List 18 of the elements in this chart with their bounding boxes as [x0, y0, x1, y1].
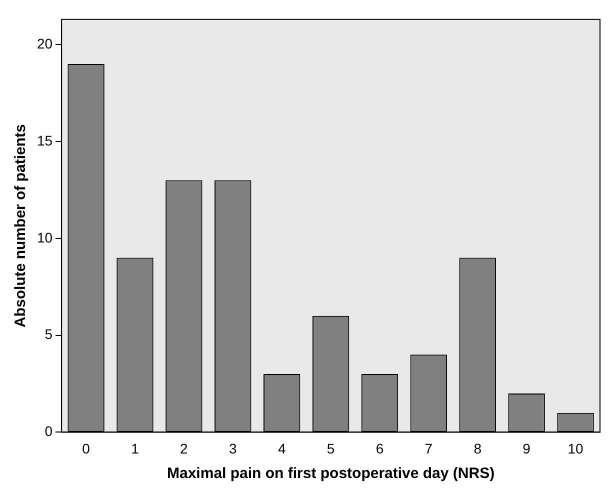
y-tick-label: 15: [36, 132, 53, 148]
y-tick-label: 0: [44, 423, 53, 440]
x-tick-label: 8: [474, 440, 482, 456]
x-tick-label: 7: [424, 440, 433, 456]
y-tick-label: 10: [36, 229, 53, 246]
y-tick-label: 20: [36, 35, 53, 52]
x-tick-label: 3: [228, 440, 237, 456]
x-tick-label: 6: [376, 440, 384, 456]
y-axis-title: Absolute number of patients: [12, 124, 30, 328]
x-tick-label: 10: [568, 440, 584, 456]
x-tick-label: 9: [522, 440, 531, 456]
x-tick-label: 0: [82, 440, 90, 456]
x-tick-label: 4: [278, 440, 286, 456]
x-tick-label: 2: [180, 440, 188, 456]
x-tick-label: 1: [131, 440, 140, 456]
x-tick-label: 5: [326, 440, 335, 456]
x-axis-title: Maximal pain on first postoperative day (NRS): [167, 465, 495, 482]
y-tick-label: 5: [44, 326, 53, 342]
